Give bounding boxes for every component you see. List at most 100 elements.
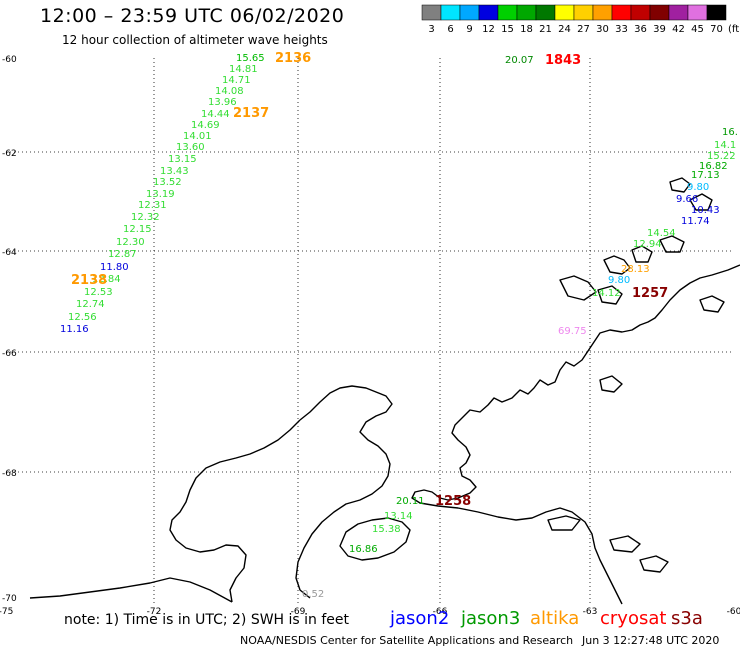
scale-tick-label: 36 — [634, 24, 647, 35]
george-vi-sound-coastline — [295, 385, 393, 599]
scale-swatch — [592, 4, 613, 21]
map-title: 12:00 – 23:59 UTC 06/02/2020 — [40, 5, 345, 27]
islet-8 — [699, 295, 725, 313]
scale-swatch — [687, 4, 708, 21]
wave-height-label: 9.80 — [687, 182, 709, 193]
scale-tick-label: 24 — [558, 24, 571, 35]
wave-height-label: 20.11 — [396, 496, 425, 507]
wave-height-label: 11.80 — [100, 262, 129, 273]
wave-height-label: 13.96 — [208, 97, 237, 108]
longitude-label: -60 — [727, 607, 740, 617]
wave-height-label: 69.75 — [558, 326, 587, 337]
scale-swatch — [630, 4, 651, 21]
latitude-label: -70 — [2, 594, 17, 604]
pass-time-label: 1843 — [545, 53, 581, 68]
scale-swatch — [459, 4, 480, 21]
wave-height-label: 14.1 — [714, 140, 736, 151]
scale-swatch — [649, 4, 670, 21]
scale-tick-label: 33 — [615, 24, 628, 35]
scale-swatch — [668, 4, 689, 21]
wave-height-label: 13.19 — [146, 189, 175, 200]
pass-time-label: 1258 — [435, 494, 471, 509]
scale-swatch — [421, 4, 442, 21]
wave-height-label: 12.56 — [68, 312, 97, 323]
islet-1 — [603, 255, 631, 275]
wave-height-label: 12.31 — [138, 200, 167, 211]
latitude-label: -66 — [2, 349, 17, 359]
wave-height-label: 11.74 — [681, 216, 710, 227]
scale-tick-label: 42 — [672, 24, 685, 35]
wave-height-label: 16.86 — [349, 544, 378, 555]
wave-height-label: 15.22 — [707, 151, 736, 162]
wave-height-label: 14.81 — [229, 64, 258, 75]
axis-labels: -60 -62 -64 -66 -68 -70 -75 -72 -69 -66 -63 -60 — [0, 55, 740, 617]
satellite-legend-jason2: jason2 — [390, 608, 450, 629]
lat-lon-grid — [6, 58, 734, 603]
pass-time-label: 1257 — [632, 286, 668, 301]
wave-height-label: 12.30 — [116, 237, 145, 248]
islet-9 — [547, 515, 581, 531]
scale-swatch — [573, 4, 594, 21]
scale-tick-label: 18 — [520, 24, 533, 35]
longitude-label: -69 — [291, 607, 306, 617]
wave-height-label: 14.08 — [215, 86, 244, 97]
islet-3 — [659, 235, 685, 253]
wave-height-label: 17.13 — [691, 170, 720, 181]
wave-height-label: 14.01 — [183, 131, 212, 142]
wave-height-label: 9.66 — [676, 194, 698, 205]
scale-tick-label: 3 — [428, 24, 434, 35]
wave-height-label: 12.94 — [633, 239, 662, 250]
wave-height-label: 14.44 — [201, 109, 230, 120]
longitude-label: -72 — [147, 607, 162, 617]
satellite-legend-cryosat: cryosat — [600, 608, 667, 629]
wave-height-label: 12.53 — [84, 287, 113, 298]
wave-height-label: 12.32 — [131, 212, 160, 223]
satellite-legend-altika: altika — [530, 608, 580, 629]
alexander-island-coastline — [169, 419, 301, 603]
scale-swatch — [706, 4, 727, 21]
map-subtitle: 12 hour collection of altimeter wave hei… — [62, 33, 328, 47]
latitude-label: -60 — [2, 55, 17, 65]
scale-tick-label: 70 — [710, 24, 723, 35]
scale-tick-label: 39 — [653, 24, 666, 35]
longitude-label: -63 — [583, 607, 598, 617]
pass-time-label: 2138 — [71, 273, 107, 288]
islet-6 — [559, 275, 597, 301]
scale-tick-label: 6 — [447, 24, 453, 35]
wave-height-label: 14.71 — [222, 75, 251, 86]
wave-height-label: 16.82 — [699, 161, 728, 172]
longitude-label: -66 — [433, 607, 448, 617]
wave-height-label: 28.13 — [621, 264, 650, 275]
wave-height-label: 12.84 — [92, 274, 121, 285]
scale-swatch — [611, 4, 632, 21]
wave-height-label: 15.65 — [236, 53, 265, 64]
latitude-label: -62 — [2, 149, 17, 159]
pass-time-label: 2136 — [275, 51, 311, 66]
wave-height-label: 12.15 — [123, 224, 152, 235]
credit-text: NOAA/NESDIS Center for Satellite Applica… — [240, 634, 574, 647]
satellite-legend-jason3: jason3 — [461, 608, 521, 629]
scale-tick-label: 9 — [466, 24, 472, 35]
peninsula-coastline — [411, 264, 740, 605]
scale-swatch — [535, 4, 556, 21]
islet-10 — [609, 535, 641, 553]
scale-swatch — [554, 4, 575, 21]
wave-height-label: 13.52 — [153, 177, 182, 188]
wave-height-label: 13.15 — [168, 154, 197, 165]
islet-4 — [689, 193, 713, 211]
latitude-label: -64 — [2, 248, 17, 258]
scale-tick-label: 12 — [482, 24, 495, 35]
scale-swatch — [440, 4, 461, 21]
wave-height-label: 14.54 — [647, 228, 676, 239]
wave-height-label: 10.43 — [691, 205, 720, 216]
coastline — [29, 177, 740, 605]
islet-5 — [669, 177, 691, 193]
scale-swatch — [497, 4, 518, 21]
wave-height-labels: 15.6514.8114.7114.0813.9614.4414.6914.01… — [60, 53, 738, 600]
wave-height-label: 14.69 — [191, 120, 220, 131]
pass-time-label: 2137 — [233, 106, 269, 121]
wave-height-label: 14.12 — [592, 288, 621, 299]
wave-height-label: 16. — [722, 127, 738, 138]
wave-height-label: 12.74 — [76, 299, 105, 310]
